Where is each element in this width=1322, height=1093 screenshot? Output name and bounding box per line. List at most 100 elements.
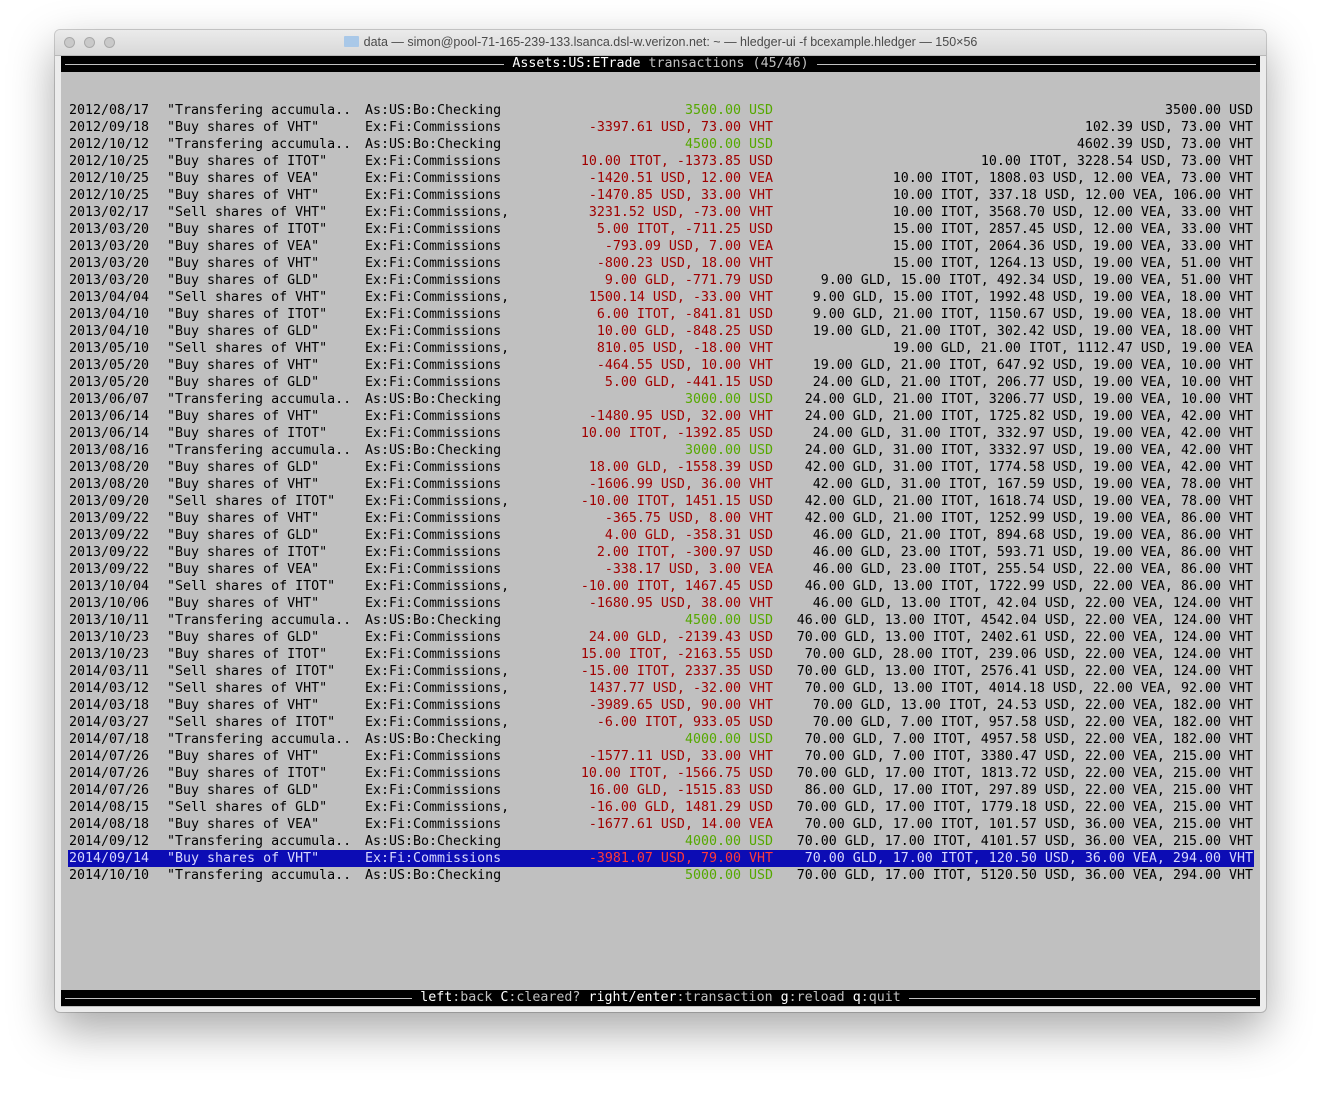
key-help: left:back C:cleared? right/enter:transac… xyxy=(412,990,909,1005)
description: "Transfering accumula.. xyxy=(167,868,352,883)
terminal-window: data — simon@pool-71-165-239-133.lsanca.… xyxy=(55,30,1266,1012)
zoom-button[interactable] xyxy=(104,37,115,48)
running-balance: 19.00 GLD, 21.00 ITOT, 1112.47 USD, 19.0… xyxy=(892,341,1253,356)
table-row[interactable]: 2013/10/23 "Buy shares of GLD" Ex:Fi:Commi… xyxy=(68,629,1254,646)
minimize-button[interactable] xyxy=(84,37,95,48)
running-balance: 42.00 GLD, 31.00 ITOT, 1774.58 USD, 19.0… xyxy=(804,460,1253,475)
table-row[interactable]: 2013/06/14 "Buy shares of VHT" Ex:Fi:Commi… xyxy=(68,408,1254,425)
table-row-selected[interactable]: 2014/09/14 "Buy shares of VHT" Ex:Fi:Commi… xyxy=(68,850,1254,867)
table-row[interactable]: 2013/05/20 "Buy shares of GLD" Ex:Fi:Commi… xyxy=(68,374,1254,391)
change-amount: -1577.11 USD, 33.00 VHT xyxy=(588,749,773,764)
change-amount: 10.00 ITOT, -1566.75 USD xyxy=(580,766,773,781)
table-row[interactable]: 2014/07/26 "Buy shares of ITOT" Ex:Fi:Comm… xyxy=(68,765,1254,782)
table-row[interactable]: 2013/04/10 "Buy shares of ITOT" Ex:Fi:Comm… xyxy=(68,306,1254,323)
table-row[interactable]: 2013/05/10 "Sell shares of VHT" Ex:Fi:Comm… xyxy=(68,340,1254,357)
table-row[interactable]: 2014/07/26 "Buy shares of GLD" Ex:Fi:Commi… xyxy=(68,782,1254,799)
hledger-ui-screen: Assets:US:ETrade transactions (45/46) 20… xyxy=(61,56,1260,1007)
date: 2013/08/20 xyxy=(69,460,150,475)
key-cleared-key: C xyxy=(500,990,509,1005)
other-accounts: As:US:Bo:Checking xyxy=(365,392,502,407)
table-row[interactable]: 2013/06/07 "Transfering accumula.. As:US:B… xyxy=(68,391,1254,408)
change-amount: 10.00 ITOT, -1373.85 USD xyxy=(580,154,773,169)
other-accounts: Ex:Fi:Commissions xyxy=(365,851,502,866)
close-button[interactable] xyxy=(64,37,75,48)
running-balance: 19.00 GLD, 21.00 ITOT, 302.42 USD, 19.00… xyxy=(812,324,1253,339)
table-row[interactable]: 2014/03/11 "Sell shares of ITOT" Ex:Fi:Com… xyxy=(68,663,1254,680)
table-row[interactable]: 2013/08/20 "Buy shares of VHT" Ex:Fi:Commi… xyxy=(68,476,1254,493)
table-row[interactable]: 2013/03/20 "Buy shares of VEA" Ex:Fi:Commi… xyxy=(68,238,1254,255)
table-row[interactable]: 2013/03/20 "Buy shares of ITOT" Ex:Fi:Comm… xyxy=(68,221,1254,238)
change-amount: 4000.00 USD xyxy=(684,834,773,849)
running-balance: 10.00 ITOT, 337.18 USD, 12.00 VEA, 106.0… xyxy=(892,188,1253,203)
table-row[interactable]: 2013/08/20 "Buy shares of GLD" Ex:Fi:Commi… xyxy=(68,459,1254,476)
date: 2013/04/10 xyxy=(69,324,150,339)
description: "Buy shares of ITOT" xyxy=(167,766,328,781)
table-row[interactable]: 2014/07/18 "Transfering accumula.. As:US:B… xyxy=(68,731,1254,748)
other-accounts: Ex:Fi:Commissions xyxy=(365,358,502,373)
description: "Transfering accumula.. xyxy=(167,834,352,849)
table-row[interactable]: 2014/03/27 "Sell shares of ITOT" Ex:Fi:Com… xyxy=(68,714,1254,731)
table-row[interactable]: 2012/10/25 "Buy shares of VEA" Ex:Fi:Commi… xyxy=(68,170,1254,187)
table-row[interactable]: 2014/09/12 "Transfering accumula.. As:US:B… xyxy=(68,833,1254,850)
table-row[interactable]: 2012/10/12 "Transfering accumula.. As:US:B… xyxy=(68,136,1254,153)
description: "Buy shares of VEA" xyxy=(167,239,320,254)
description: "Buy shares of VHT" xyxy=(167,749,320,764)
table-row[interactable]: 2013/05/20 "Buy shares of VHT" Ex:Fi:Commi… xyxy=(68,357,1254,374)
running-balance: 46.00 GLD, 23.00 ITOT, 593.71 USD, 19.00… xyxy=(812,545,1253,560)
table-row[interactable]: 2013/10/04 "Sell shares of ITOT" Ex:Fi:Com… xyxy=(68,578,1254,595)
key-quit-action: quit xyxy=(868,990,901,1005)
change-amount: -1470.85 USD, 33.00 VHT xyxy=(588,188,773,203)
running-balance: 70.00 GLD, 28.00 ITOT, 239.06 USD, 22.00… xyxy=(804,647,1253,662)
running-balance: 70.00 GLD, 7.00 ITOT, 957.58 USD, 22.00 … xyxy=(812,715,1253,730)
date: 2013/03/20 xyxy=(69,222,150,237)
table-row[interactable]: 2013/09/22 "Buy shares of VHT" Ex:Fi:Commi… xyxy=(68,510,1254,527)
change-amount: 15.00 ITOT, -2163.55 USD xyxy=(580,647,773,662)
table-row[interactable]: 2014/08/18 "Buy shares of VEA" Ex:Fi:Commi… xyxy=(68,816,1254,833)
running-balance: 10.00 ITOT, 1808.03 USD, 12.00 VEA, 73.0… xyxy=(892,171,1253,186)
table-row[interactable]: 2013/03/20 "Buy shares of VHT" Ex:Fi:Commi… xyxy=(68,255,1254,272)
table-row[interactable]: 2014/03/18 "Buy shares of VHT" Ex:Fi:Commi… xyxy=(68,697,1254,714)
date: 2013/05/20 xyxy=(69,358,150,373)
table-row[interactable]: 2012/10/25 "Buy shares of VHT" Ex:Fi:Commi… xyxy=(68,187,1254,204)
other-accounts: As:US:Bo:Checking xyxy=(365,732,502,747)
table-row[interactable]: 2014/07/26 "Buy shares of VHT" Ex:Fi:Commi… xyxy=(68,748,1254,765)
description: "Buy shares of GLD" xyxy=(167,528,320,543)
running-balance: 15.00 ITOT, 1264.13 USD, 19.00 VEA, 51.0… xyxy=(892,256,1253,271)
table-row[interactable]: 2014/10/10 "Transfering accumula.. As:US:B… xyxy=(68,867,1254,884)
date: 2012/09/18 xyxy=(69,120,150,135)
running-balance: 46.00 GLD, 13.00 ITOT, 1722.99 USD, 22.0… xyxy=(804,579,1253,594)
table-row[interactable]: 2013/06/14 "Buy shares of ITOT" Ex:Fi:Comm… xyxy=(68,425,1254,442)
change-amount: -793.09 USD, 7.00 VEA xyxy=(604,239,773,254)
description: "Buy shares of GLD" xyxy=(167,783,320,798)
change-amount: 3000.00 USD xyxy=(684,443,773,458)
table-row[interactable]: 2013/10/11 "Transfering accumula.. As:US:B… xyxy=(68,612,1254,629)
other-accounts: Ex:Fi:Commissions xyxy=(365,426,502,441)
table-row[interactable]: 2013/04/04 "Sell shares of VHT" Ex:Fi:Comm… xyxy=(68,289,1254,306)
change-amount: 3231.52 USD, -73.00 VHT xyxy=(588,205,773,220)
key-cleared-action: cleared? xyxy=(516,990,581,1005)
table-row[interactable]: 2013/09/22 "Buy shares of VEA" Ex:Fi:Commi… xyxy=(68,561,1254,578)
table-row[interactable]: 2013/09/22 "Buy shares of ITOT" Ex:Fi:Comm… xyxy=(68,544,1254,561)
table-row[interactable]: 2013/09/22 "Buy shares of GLD" Ex:Fi:Commi… xyxy=(68,527,1254,544)
table-row[interactable]: 2013/10/23 "Buy shares of ITOT" Ex:Fi:Comm… xyxy=(68,646,1254,663)
table-row[interactable]: 2012/10/25 "Buy shares of ITOT" Ex:Fi:Comm… xyxy=(68,153,1254,170)
table-row[interactable]: 2013/02/17 "Sell shares of VHT" Ex:Fi:Comm… xyxy=(68,204,1254,221)
table-row[interactable]: 2013/03/20 "Buy shares of GLD" Ex:Fi:Commi… xyxy=(68,272,1254,289)
date: 2014/07/26 xyxy=(69,783,150,798)
key-back-key: left xyxy=(420,990,453,1005)
change-amount: 4.00 GLD, -358.31 USD xyxy=(604,528,773,543)
change-amount: -365.75 USD, 8.00 VHT xyxy=(604,511,773,526)
date: 2013/08/20 xyxy=(69,477,150,492)
table-row[interactable]: 2013/10/06 "Buy shares of VHT" Ex:Fi:Commi… xyxy=(68,595,1254,612)
table-row[interactable]: 2013/09/20 "Sell shares of ITOT" Ex:Fi:Com… xyxy=(68,493,1254,510)
key-quit-key: q xyxy=(852,990,861,1005)
other-accounts: Ex:Fi:Commissions xyxy=(365,749,502,764)
other-accounts: Ex:Fi:Commissions xyxy=(365,630,502,645)
table-row[interactable]: 2012/08/17 "Transfering accumula.. As:US:B… xyxy=(68,102,1254,119)
table-row[interactable]: 2014/03/12 "Sell shares of VHT" Ex:Fi:Comm… xyxy=(68,680,1254,697)
other-accounts: Ex:Fi:Commissions xyxy=(365,545,502,560)
table-row[interactable]: 2013/04/10 "Buy shares of GLD" Ex:Fi:Commi… xyxy=(68,323,1254,340)
table-row[interactable]: 2012/09/18 "Buy shares of VHT" Ex:Fi:Commi… xyxy=(68,119,1254,136)
table-row[interactable]: 2014/08/15 "Sell shares of GLD" Ex:Fi:Comm… xyxy=(68,799,1254,816)
table-row[interactable]: 2013/08/16 "Transfering accumula.. As:US:B… xyxy=(68,442,1254,459)
